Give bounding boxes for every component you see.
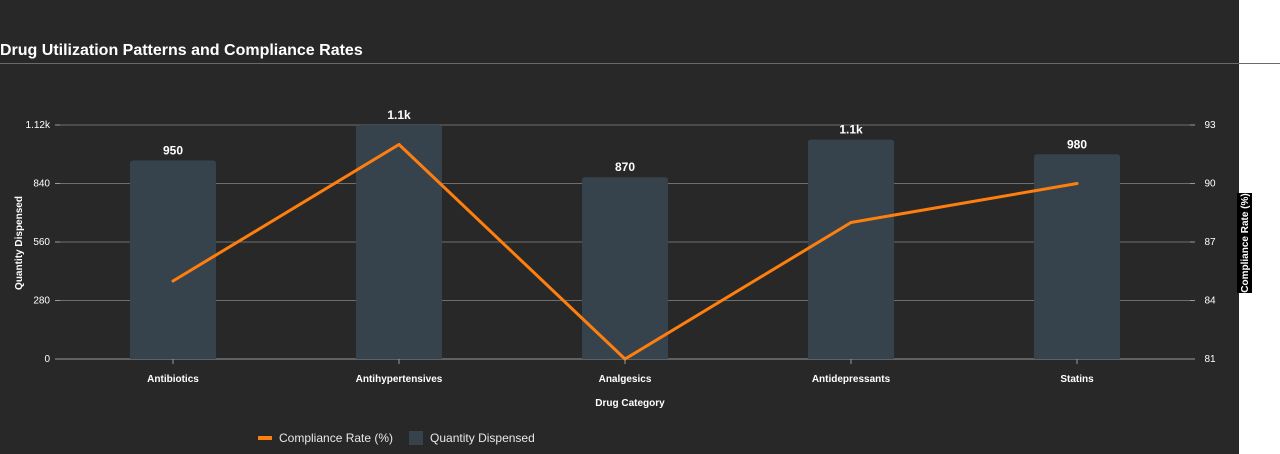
x-tick-label: Analgesics [599, 374, 652, 385]
left-tick-label: 0 [44, 354, 50, 365]
line-point[interactable] [1075, 182, 1079, 185]
right-tick-label: 90 [1204, 179, 1216, 190]
legend-item-quantity[interactable]: Quantity Dispensed [409, 431, 535, 445]
left-tick-label: 560 [33, 237, 50, 248]
right-tick-label: 87 [1204, 237, 1216, 248]
bar-value-label: 1.1k [839, 123, 863, 137]
legend-label-quantity: Quantity Dispensed [430, 431, 535, 445]
bar[interactable] [356, 125, 442, 359]
bar-series [130, 125, 1120, 359]
right-tick-label: 81 [1204, 354, 1216, 365]
x-tick-label: Antibiotics [147, 374, 199, 385]
bar[interactable] [130, 160, 216, 359]
x-axis-ticks: Antibiotics Antihypertensives Analgesics An… [147, 359, 1094, 385]
right-axis-ticks: 81 84 87 90 93 [1190, 120, 1216, 365]
legend: Compliance Rate (%) Quantity Dispensed [258, 431, 551, 445]
bar[interactable] [1034, 154, 1120, 359]
left-axis-title: Quantity Dispensed [14, 196, 25, 290]
bar-value-label: 870 [615, 160, 635, 174]
legend-item-compliance[interactable]: Compliance Rate (%) [258, 431, 393, 445]
x-tick-label: Antidepressants [812, 374, 891, 385]
bar[interactable] [808, 139, 894, 359]
line-point[interactable] [171, 279, 175, 283]
bar-data-labels: 950 1.1k 870 1.1k 980 [163, 108, 1087, 174]
legend-swatch-bar [409, 431, 424, 445]
right-tick-label: 84 [1204, 296, 1216, 307]
right-tick-label: 93 [1204, 120, 1216, 131]
x-tick-label: Statins [1060, 374, 1094, 385]
left-tick-label: 280 [33, 296, 50, 307]
legend-label-compliance: Compliance Rate (%) [279, 431, 394, 445]
x-tick-label: Antihypertensives [356, 374, 443, 385]
bar-value-label: 950 [163, 144, 183, 158]
line-point[interactable] [849, 221, 853, 224]
left-axis-ticks: 0 280 560 840 1.12k [26, 120, 60, 365]
right-axis-title: Compliance Rate (%) [1240, 193, 1251, 292]
left-tick-label: 840 [33, 179, 50, 190]
left-tick-label: 1.12k [26, 120, 51, 131]
chart-title: Drug Utilization Patterns and Compliance… [0, 42, 363, 59]
bar-value-label: 980 [1067, 137, 1087, 151]
legend-swatch-line [258, 436, 272, 440]
bar[interactable] [582, 177, 668, 359]
bar-value-label: 1.1k [387, 108, 411, 122]
line-point[interactable] [397, 143, 401, 146]
right-axis-title-group: Compliance Rate (%) [1237, 193, 1252, 293]
x-axis-title: Drug Category [595, 398, 665, 409]
title-divider [0, 63, 1280, 64]
